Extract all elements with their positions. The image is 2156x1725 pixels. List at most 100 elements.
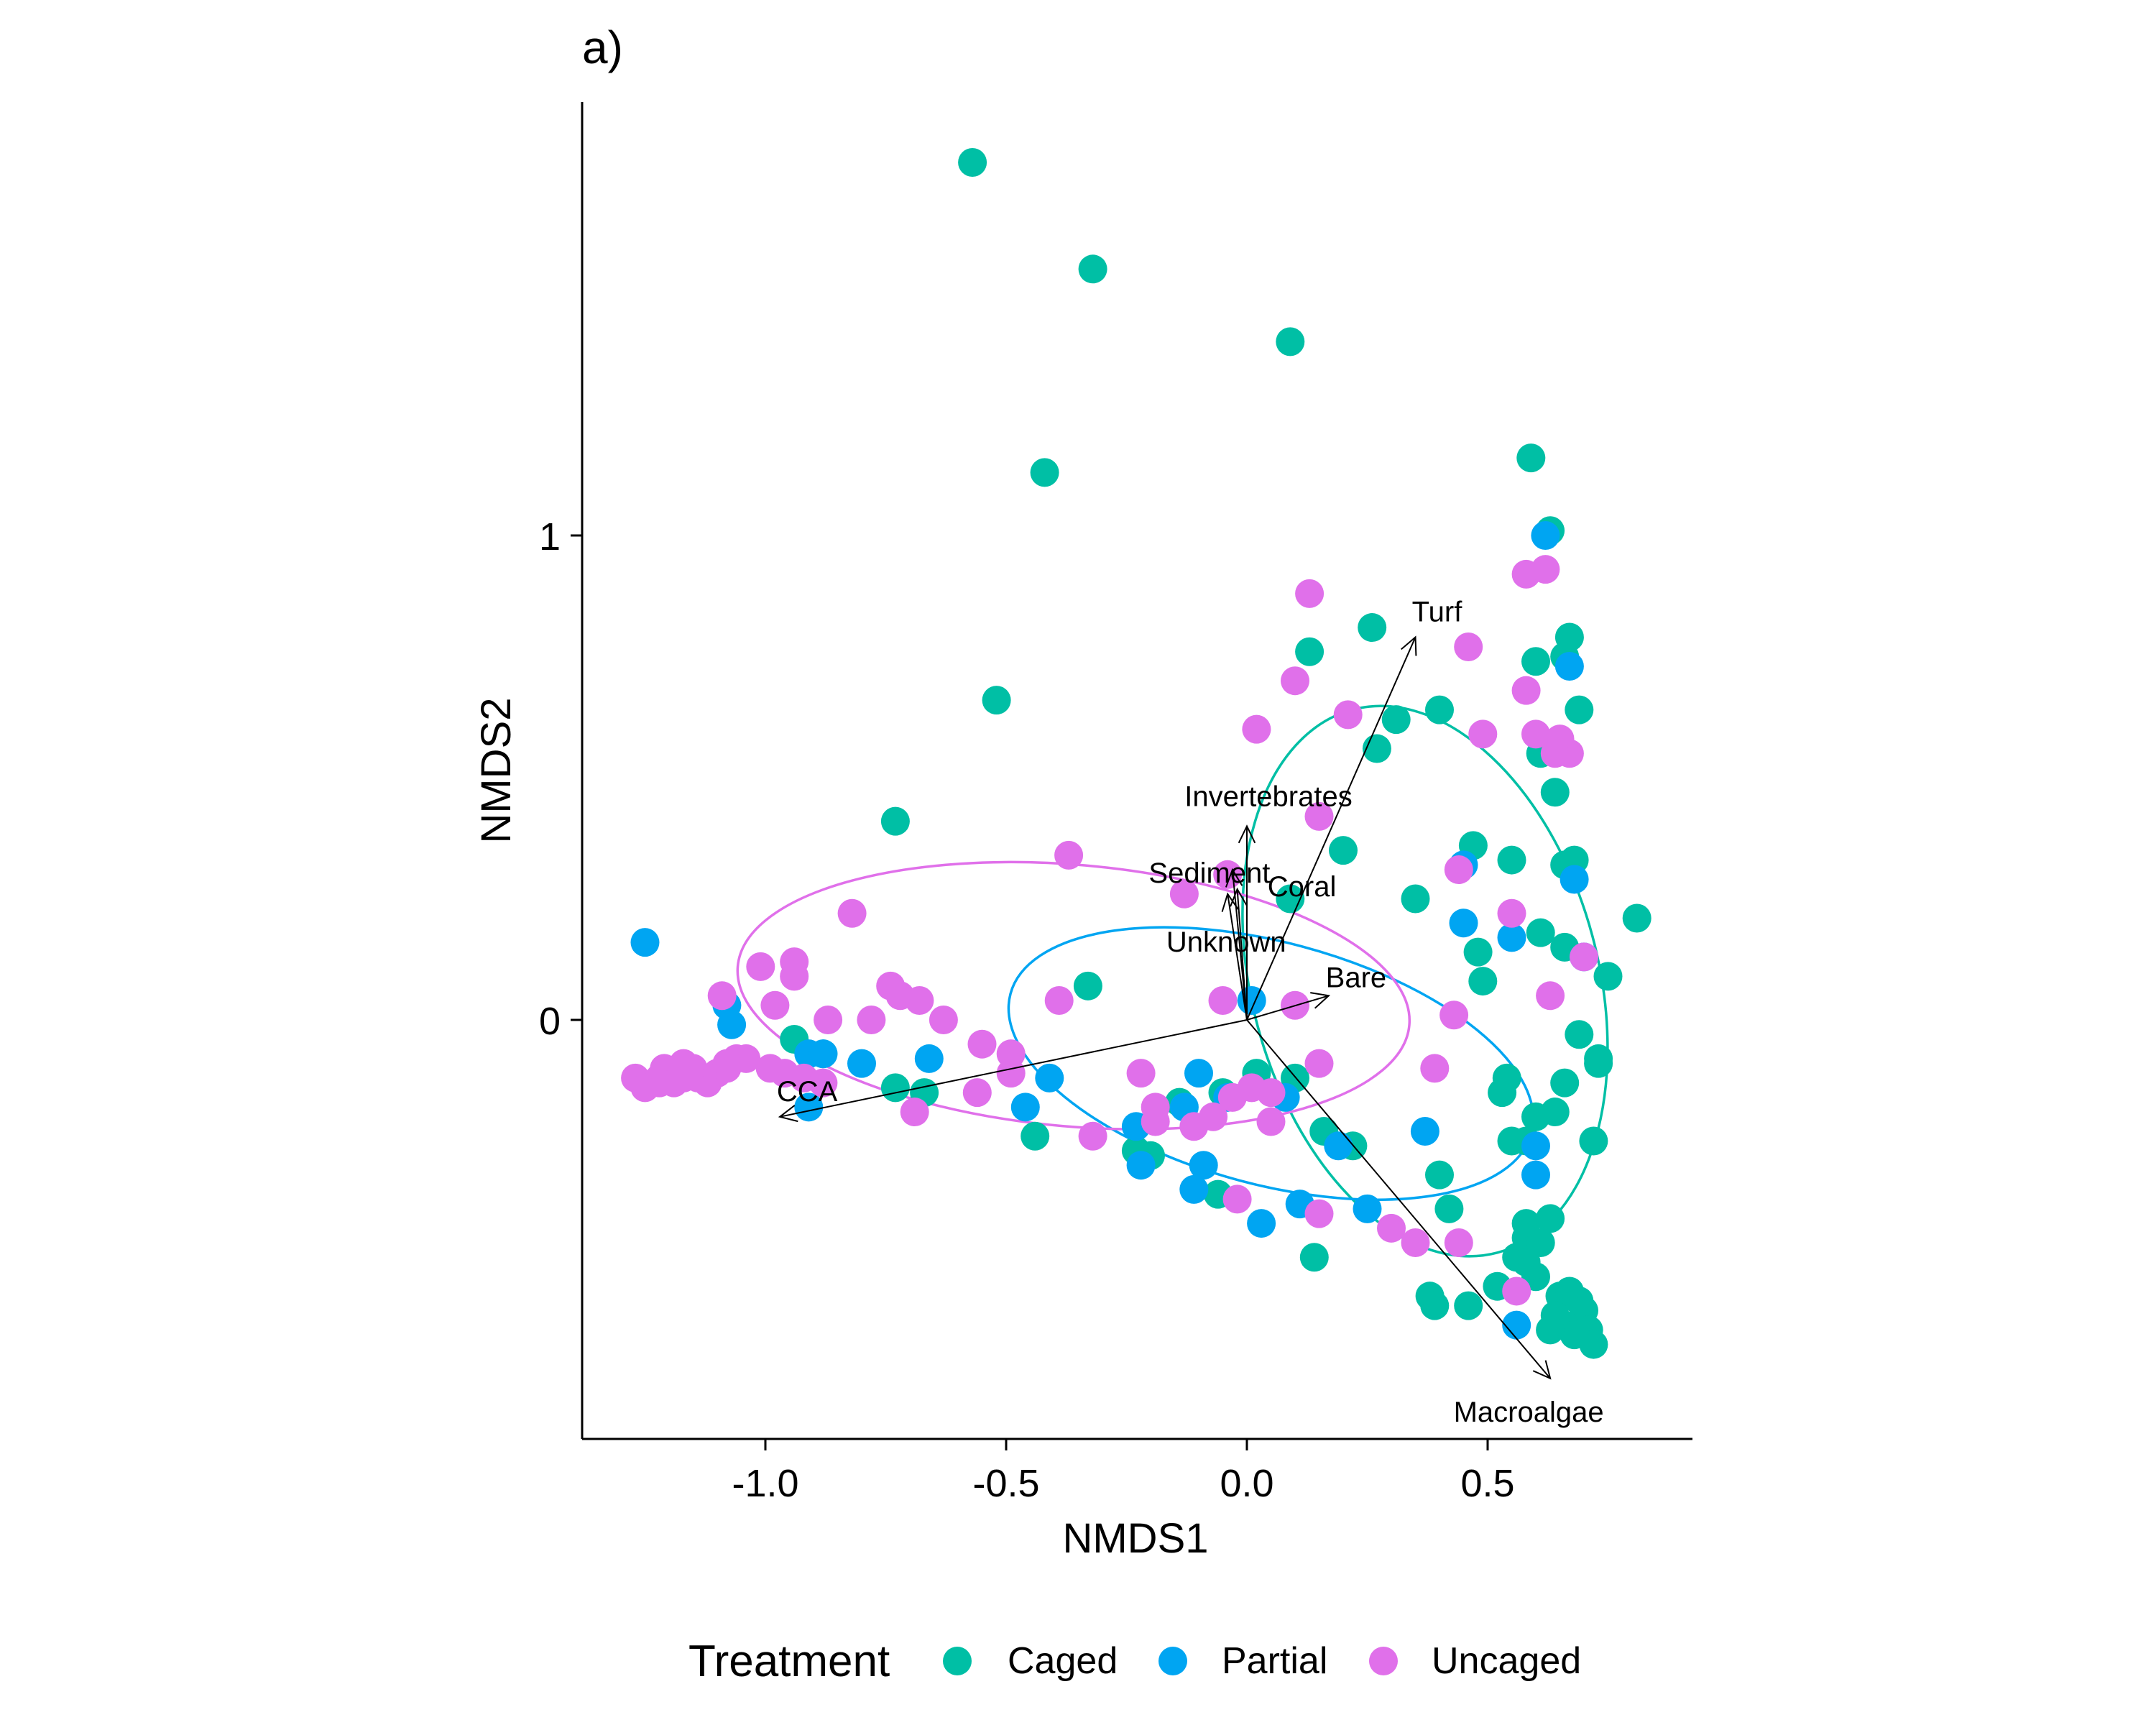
vector-coral: Coral [1230, 871, 1337, 1021]
point-partial [1410, 1117, 1439, 1146]
point-caged [1276, 327, 1305, 356]
point-caged [1584, 1049, 1613, 1078]
point-uncaged [1199, 1102, 1228, 1131]
point-uncaged [857, 1006, 886, 1034]
point-caged [1540, 778, 1570, 807]
point-uncaged [1444, 855, 1473, 885]
vector-macroalgae: Macroalgae [1246, 1019, 1604, 1428]
point-caged [1381, 705, 1411, 735]
vector-invertebrates: Invertebrates [1184, 781, 1353, 1020]
point-caged [1468, 967, 1498, 996]
vector-line-unknown [1227, 893, 1248, 1021]
legend-label-caged: Caged [1008, 1640, 1118, 1682]
point-uncaged [1521, 719, 1550, 749]
point-partial [808, 1039, 838, 1069]
point-partial [1126, 1151, 1156, 1180]
point-uncaged [1444, 1228, 1473, 1258]
point-uncaged [1497, 898, 1526, 928]
point-uncaged [1439, 1000, 1469, 1030]
point-partial [1502, 1310, 1531, 1340]
vector-arrowhead-sediment [1225, 868, 1243, 888]
point-caged [1550, 1068, 1580, 1098]
point-caged [1554, 622, 1584, 652]
point-caged [1420, 1291, 1450, 1320]
point-caged [1622, 903, 1651, 933]
point-uncaged [996, 1059, 1026, 1088]
point-uncaged [1208, 986, 1238, 1016]
point-caged [982, 686, 1011, 715]
point-partial [1184, 1059, 1213, 1088]
point-caged [958, 148, 987, 178]
point-partial [847, 1049, 876, 1078]
scatter-points [621, 148, 1651, 1359]
point-caged [1401, 884, 1430, 914]
vector-cca: CCA [777, 1019, 1248, 1123]
point-caged [880, 1073, 910, 1103]
point-partial [1560, 865, 1589, 894]
point-caged [1516, 443, 1546, 473]
point-uncaged [1169, 879, 1199, 908]
point-uncaged [905, 986, 934, 1016]
point-uncaged [814, 1006, 843, 1034]
vector-label-unknown: Unknown [1166, 926, 1286, 958]
point-uncaged [707, 981, 737, 1011]
point-uncaged [1511, 676, 1541, 705]
point-caged [1021, 1121, 1050, 1151]
vector-sediment: Sediment [1148, 857, 1270, 1021]
point-caged [1536, 1315, 1565, 1345]
point-uncaged [808, 1068, 838, 1098]
point-uncaged [1536, 981, 1565, 1011]
y-tick-label: 0 [539, 1000, 561, 1043]
vector-arrowhead-invertebrates [1238, 824, 1256, 844]
vector-line-bare [1246, 995, 1330, 1021]
vector-arrowhead-bare [1310, 992, 1331, 1009]
vector-label-coral: Coral [1268, 871, 1337, 903]
vector-line-turf [1246, 637, 1416, 1021]
point-uncaged [837, 898, 867, 928]
x-tick-label: -0.5 [972, 1462, 1039, 1505]
point-uncaged [760, 990, 790, 1020]
vector-label-macroalgae: Macroalgae [1454, 1397, 1604, 1428]
x-tick-label: 0.5 [1460, 1462, 1514, 1505]
point-uncaged [962, 1078, 992, 1108]
point-uncaged [1222, 1184, 1252, 1214]
point-partial [1179, 1174, 1209, 1204]
vector-arrowhead-turf [1401, 635, 1417, 656]
point-partial [1521, 1131, 1550, 1161]
point-uncaged [712, 1049, 742, 1078]
point-caged [1579, 1126, 1608, 1156]
point-uncaged [1531, 555, 1560, 584]
point-uncaged [929, 1006, 958, 1034]
x-axis-ticks: -1.0 -0.5 0.0 0.5 [732, 1439, 1515, 1505]
point-uncaged [1054, 840, 1084, 870]
legend-key-uncaged [1369, 1647, 1398, 1675]
point-uncaged [1141, 1107, 1170, 1136]
point-partial [1353, 1194, 1382, 1223]
vector-arrowhead-unknown [1221, 892, 1239, 912]
vector-label-sediment: Sediment [1148, 857, 1270, 889]
point-uncaged [967, 1029, 997, 1059]
point-caged [1565, 1020, 1594, 1049]
point-uncaged [1295, 579, 1325, 608]
legend-key-caged [943, 1647, 972, 1675]
legend: Treatment Caged Partial Uncaged [688, 1637, 1581, 1686]
legend-key-partial [1158, 1647, 1187, 1675]
point-caged [1078, 254, 1107, 284]
vector-label-invertebrates: Invertebrates [1184, 781, 1352, 812]
point-uncaged [669, 1049, 699, 1078]
point-caged [1434, 1194, 1464, 1223]
ellipse-uncaged [736, 860, 1411, 1131]
point-partial [1247, 1209, 1276, 1238]
point-partial [1010, 1092, 1040, 1122]
point-uncaged [1377, 1213, 1406, 1243]
point-caged [1030, 458, 1059, 487]
x-tick-label: 0.0 [1220, 1462, 1273, 1505]
point-uncaged [1213, 860, 1243, 889]
point-uncaged [1454, 632, 1483, 662]
vector-label-cca: CCA [777, 1076, 838, 1108]
point-partial [1449, 908, 1478, 938]
point-uncaged [1256, 1078, 1286, 1108]
point-caged [1299, 1243, 1329, 1272]
